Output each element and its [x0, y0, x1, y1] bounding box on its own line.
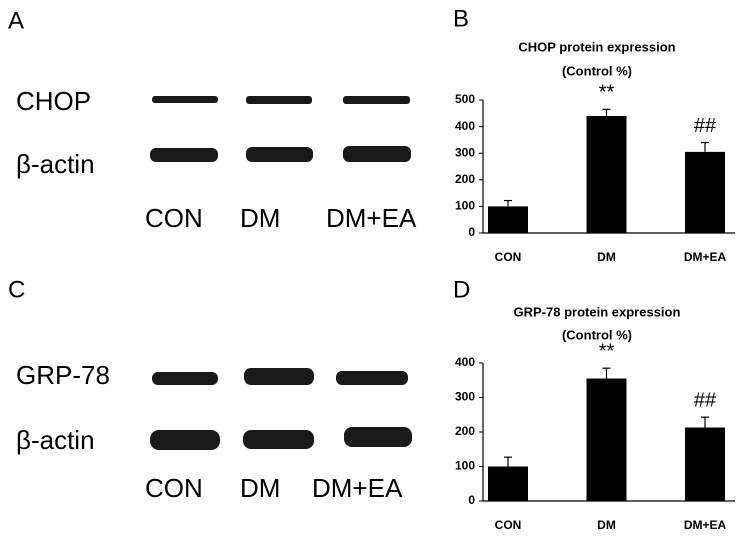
y-tick-label: 500 [455, 92, 475, 106]
y-tick-label: 400 [455, 355, 475, 369]
chart-subtitle: (Control %) [562, 63, 632, 78]
x-tick-label: DM [597, 250, 616, 264]
lane-label: CON [145, 473, 203, 503]
row-label: CHOP [16, 86, 91, 116]
bar [586, 115, 627, 233]
y-tick-label: 100 [455, 459, 475, 473]
row-label: β-actin [16, 425, 95, 455]
lane-label: DM [240, 473, 280, 503]
lane-label: DM [240, 203, 280, 233]
bar [685, 427, 725, 501]
blot-band [344, 427, 412, 447]
significance-label: ## [694, 389, 717, 411]
panel-label: C [8, 276, 25, 303]
panel-label: D [453, 276, 470, 303]
bar [586, 378, 627, 501]
significance-label: ** [599, 340, 615, 362]
row-label: β-actin [16, 149, 95, 179]
blot-band [336, 371, 408, 385]
x-tick-label: DM+EA [684, 250, 727, 264]
lane-label: DM+EA [326, 203, 417, 233]
blot-band [343, 96, 410, 104]
blot-band [246, 96, 312, 104]
bar [685, 151, 725, 233]
x-tick-label: CON [495, 250, 522, 264]
row-label: GRP-78 [16, 360, 110, 390]
y-tick-label: 100 [455, 199, 475, 213]
y-tick-label: 300 [455, 145, 475, 159]
chart-subtitle: (Control %) [562, 327, 632, 342]
x-tick-label: DM+EA [684, 518, 727, 532]
significance-label: ** [599, 82, 615, 104]
blot-band [150, 430, 220, 450]
lane-label: CON [145, 203, 203, 233]
blot-band [150, 148, 218, 162]
bar [488, 206, 528, 233]
y-tick-label: 200 [455, 172, 475, 186]
blot-band [343, 146, 411, 162]
y-tick-label: 0 [468, 493, 475, 507]
blot-band [152, 372, 218, 385]
panel-label: A [8, 7, 24, 34]
panel-label: B [453, 5, 469, 32]
chart-title: GRP-78 protein expression [514, 304, 681, 319]
blot-band [243, 430, 314, 449]
bar [488, 466, 528, 501]
y-tick-label: 300 [455, 390, 475, 404]
chart-title: CHOP protein expression [518, 39, 675, 54]
x-tick-label: DM [597, 518, 616, 532]
blot-band [246, 147, 313, 162]
x-tick-label: CON [495, 518, 522, 532]
significance-label: ## [694, 115, 717, 137]
lane-label: DM+EA [312, 473, 403, 503]
y-tick-label: 200 [455, 424, 475, 438]
y-tick-label: 400 [455, 119, 475, 133]
blot-band [152, 96, 218, 103]
blot-band [244, 368, 314, 385]
y-tick-label: 0 [468, 225, 475, 239]
